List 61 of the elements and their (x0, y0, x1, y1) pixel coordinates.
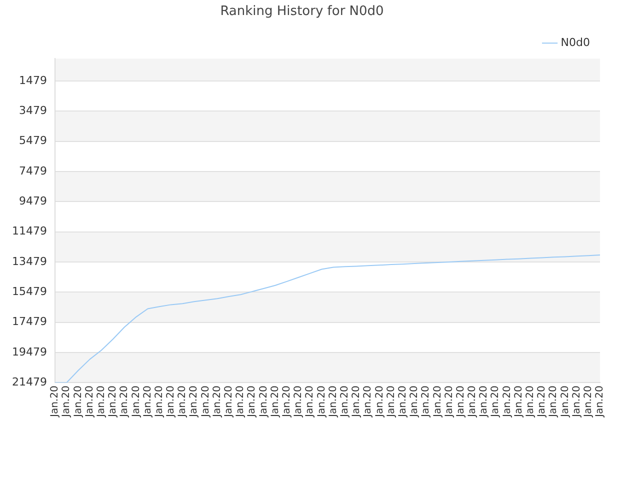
x-tick-label: Jan.20 (293, 386, 304, 418)
chart-title: Ranking History for N0d0 (220, 4, 384, 20)
x-tick-label: Jan.20 (478, 386, 490, 418)
x-tick-label: Jan.20 (258, 386, 270, 418)
x-tick-label: Jan.20 (61, 386, 72, 418)
x-tick-label: Jan.20 (96, 386, 107, 418)
x-tick-label: Jan.20 (351, 386, 362, 418)
x-tick-label: Jan.20 (177, 386, 188, 418)
x-tick-label: Jan.20 (108, 386, 119, 418)
x-tick-label: Jan.20 (525, 386, 536, 418)
x-tick-label: Jan.20 (490, 386, 502, 418)
x-tick-label: Jan.20 (536, 386, 548, 418)
x-tick-label: Jan.20 (594, 386, 606, 418)
x-tick-label: Jan.20 (455, 386, 466, 418)
x-tick-label: Jan.20 (246, 386, 258, 418)
x-tick-label: Jan.20 (72, 386, 84, 418)
y-tick-label: 13479 (12, 254, 47, 268)
x-tick-label: Jan.20 (432, 386, 444, 418)
x-tick-label: Jan.20 (328, 386, 339, 418)
x-tick-label: Jan.20 (282, 386, 293, 418)
x-tick-label: Jan.20 (224, 386, 235, 418)
y-tick-label: 9479 (18, 194, 47, 208)
x-tick-label: Jan.20 (467, 386, 478, 418)
x-tick-label: Jan.20 (119, 386, 130, 418)
x-tick-label: Jan.20 (420, 386, 432, 418)
x-tick-label: Jan.20 (235, 386, 246, 418)
x-tick-label: Jan.20 (548, 386, 560, 418)
x-tick-label: Jan.20 (409, 386, 420, 418)
x-tick-label: Jan.20 (444, 386, 455, 418)
x-tick-label: Jan.20 (339, 386, 350, 418)
x-tick-label: Jan.20 (304, 386, 316, 418)
x-tick-label: Jan.20 (84, 386, 96, 418)
y-tick-label: 11479 (12, 224, 47, 238)
x-tick-label: Jan.20 (502, 386, 513, 418)
x-tick-label: Jan.20 (166, 386, 177, 418)
legend-label: N0d0 (560, 36, 590, 49)
x-tick-label: Jan.20 (571, 386, 582, 418)
x-tick-label: Jan.20 (188, 386, 200, 418)
x-tick-label: Jan.20 (50, 386, 61, 418)
x-tick-label: Jan.20 (316, 386, 328, 418)
x-tick-label: Jan.20 (513, 386, 524, 418)
x-tick-label: Jan.20 (374, 386, 386, 418)
x-tick-label: Jan.20 (154, 386, 165, 418)
y-tick-label: 5479 (18, 134, 47, 148)
x-tick-label: Jan.20 (397, 386, 408, 418)
x-tick-label: Jan.20 (270, 386, 281, 418)
y-tick-label: 15479 (12, 285, 47, 298)
x-tick-label: Jan.20 (560, 386, 571, 418)
x-tick-label: Jan.20 (212, 386, 223, 418)
x-tick-label: Jan.20 (583, 386, 594, 418)
y-tick-label: 1479 (18, 74, 47, 87)
x-tick-label: Jan.20 (386, 386, 397, 418)
y-tick-label: 3479 (18, 104, 47, 117)
y-tick-label: 7479 (18, 164, 47, 178)
x-tick-label: Jan.20 (130, 386, 142, 418)
y-tick-label: 21479 (12, 376, 47, 389)
y-tick-label: 19479 (12, 345, 47, 358)
x-tick-label: Jan.20 (362, 386, 374, 418)
x-tick-label: Jan.20 (200, 386, 212, 418)
x-tick-label: Jan.20 (142, 386, 154, 418)
y-tick-label: 17479 (12, 315, 47, 328)
